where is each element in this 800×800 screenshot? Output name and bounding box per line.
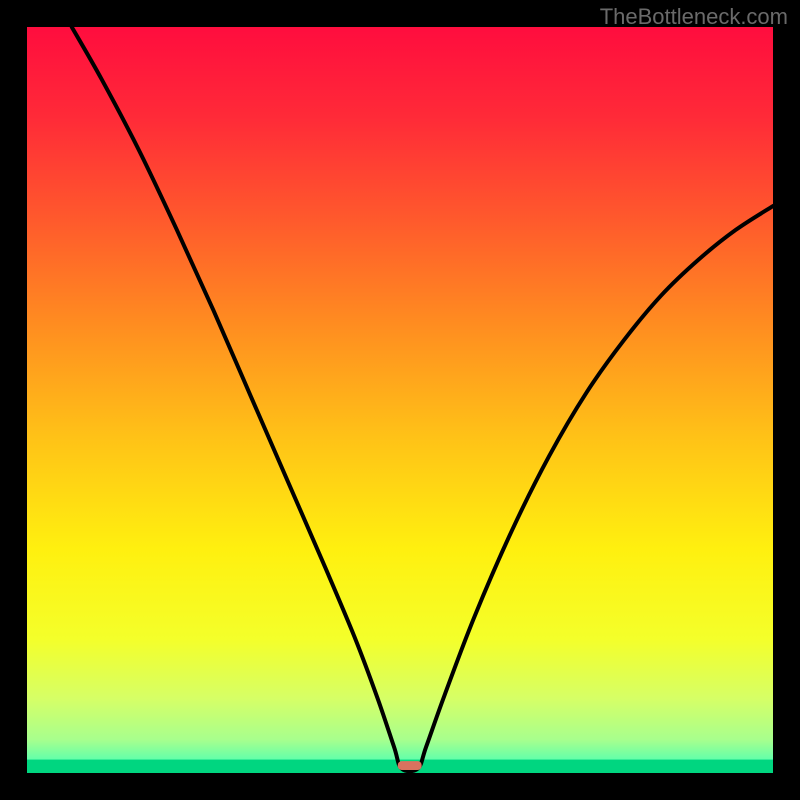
chart-svg: TheBottleneck.com <box>0 0 800 800</box>
watermark-text: TheBottleneck.com <box>600 4 788 29</box>
plot-gradient-background <box>27 27 773 773</box>
bottleneck-chart: TheBottleneck.com <box>0 0 800 800</box>
optimum-marker <box>398 761 422 770</box>
